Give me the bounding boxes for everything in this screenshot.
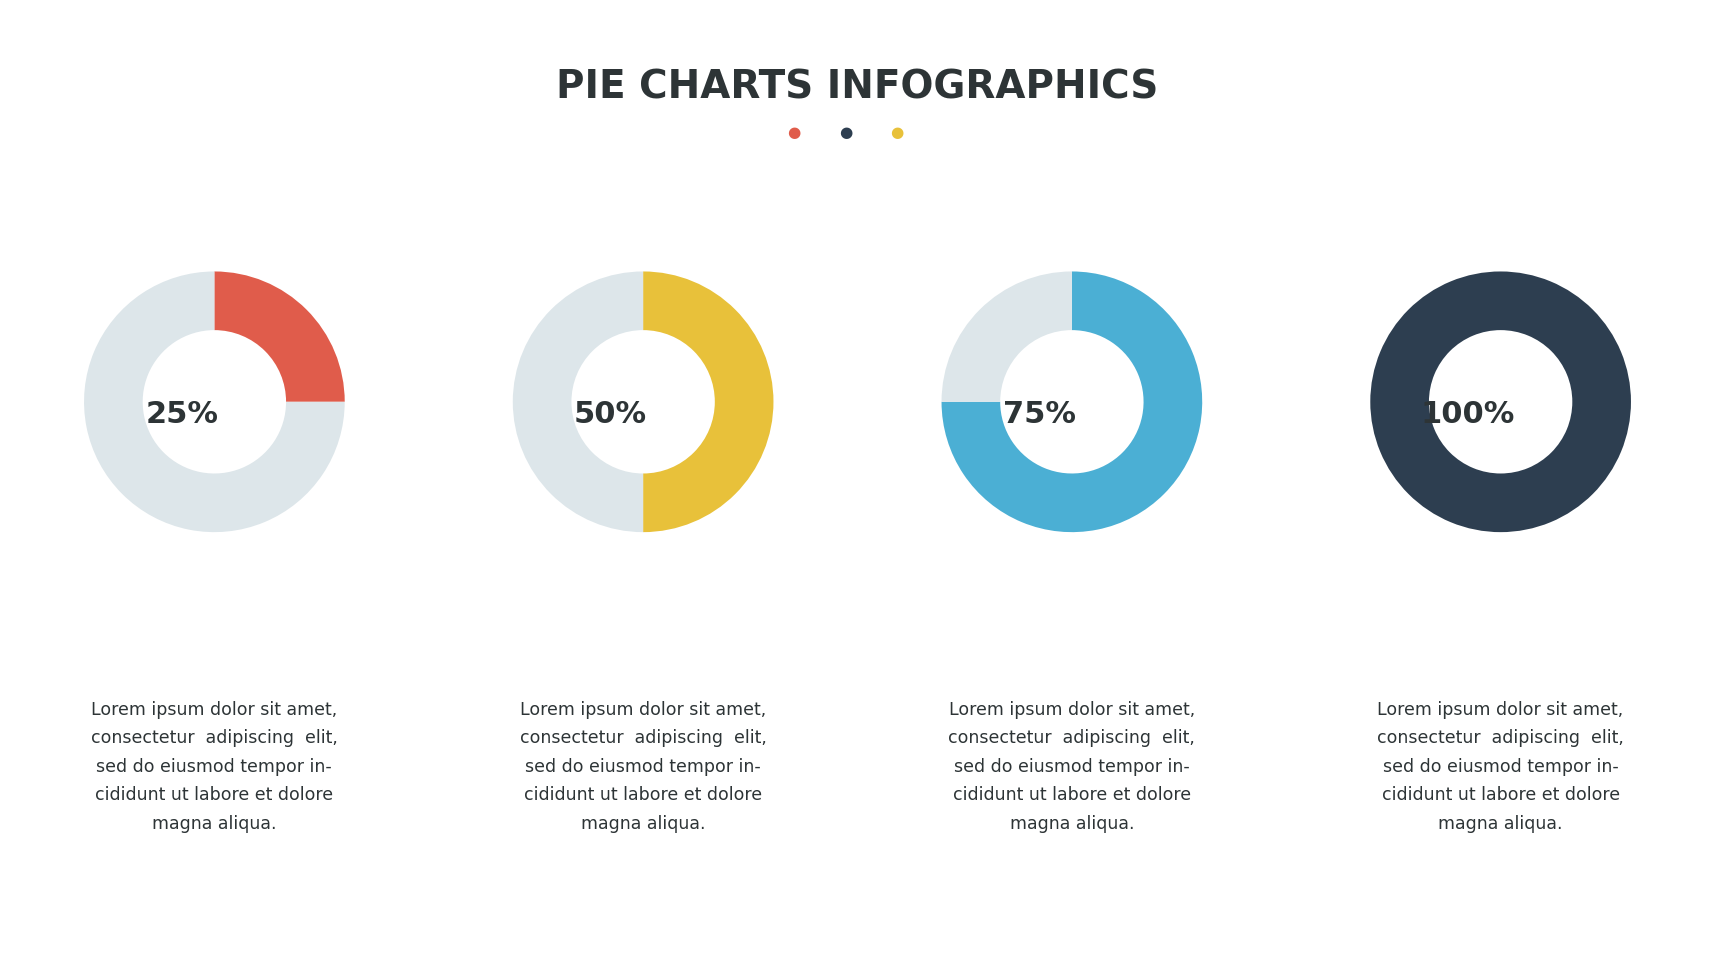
Wedge shape	[643, 271, 773, 532]
Text: 75%: 75%	[1003, 401, 1075, 429]
Text: 25%: 25%	[146, 401, 218, 429]
Wedge shape	[214, 271, 345, 402]
Text: Lorem ipsum dolor sit amet,
consectetur  adipiscing  elit,
sed do eiusmod tempor: Lorem ipsum dolor sit amet, consectetur …	[91, 701, 338, 833]
Text: Lorem ipsum dolor sit amet,
consectetur  adipiscing  elit,
sed do eiusmod tempor: Lorem ipsum dolor sit amet, consectetur …	[519, 701, 766, 833]
Wedge shape	[941, 271, 1071, 402]
Text: 50%: 50%	[574, 401, 646, 429]
Wedge shape	[512, 271, 643, 532]
Text: PIE CHARTS INFOGRAPHICS: PIE CHARTS INFOGRAPHICS	[555, 69, 1159, 107]
Wedge shape	[941, 271, 1202, 532]
Text: ●: ●	[838, 124, 852, 140]
Text: 100%: 100%	[1419, 401, 1515, 429]
Text: ●: ●	[890, 124, 903, 140]
Wedge shape	[1369, 271, 1630, 532]
Text: ●: ●	[787, 124, 800, 140]
Wedge shape	[84, 271, 345, 532]
Text: Lorem ipsum dolor sit amet,
consectetur  adipiscing  elit,
sed do eiusmod tempor: Lorem ipsum dolor sit amet, consectetur …	[1376, 701, 1623, 833]
Text: Lorem ipsum dolor sit amet,
consectetur  adipiscing  elit,
sed do eiusmod tempor: Lorem ipsum dolor sit amet, consectetur …	[948, 701, 1195, 833]
